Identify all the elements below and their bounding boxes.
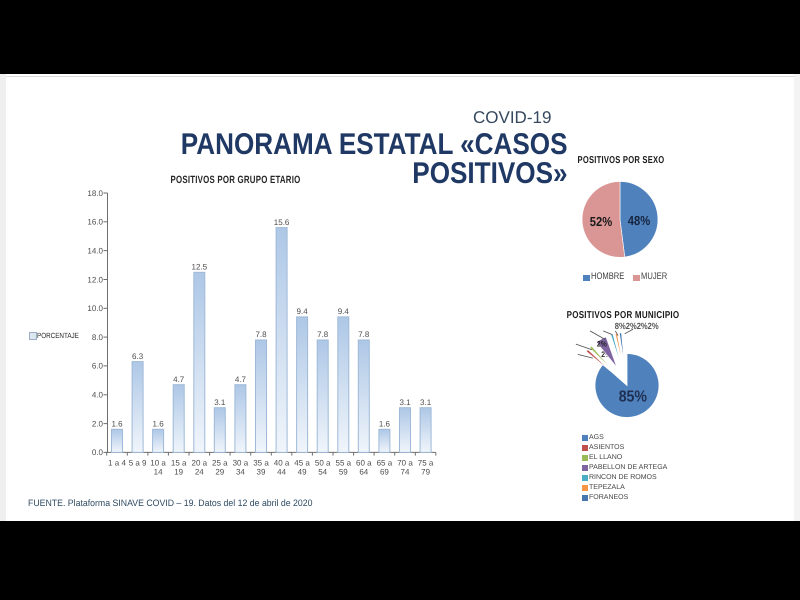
- svg-text:7.8: 7.8: [317, 330, 329, 339]
- svg-text:8%2%2%2%: 8%2%2%2%: [615, 321, 659, 331]
- svg-text:45 a: 45 a: [294, 459, 310, 468]
- svg-text:79: 79: [421, 468, 430, 477]
- svg-text:35 a: 35 a: [253, 459, 269, 468]
- svg-text:44: 44: [277, 468, 286, 477]
- svg-text:40 a: 40 a: [274, 459, 290, 468]
- svg-text:4.7: 4.7: [235, 375, 247, 384]
- svg-text:60 a: 60 a: [356, 459, 372, 468]
- svg-text:6.0: 6.0: [92, 362, 104, 371]
- svg-text:49: 49: [298, 468, 307, 477]
- svg-text:2.0: 2.0: [92, 419, 104, 428]
- svg-text:75 a: 75 a: [418, 459, 434, 468]
- svg-text:1 a 4: 1 a 4: [108, 459, 126, 468]
- svg-text:9.4: 9.4: [297, 307, 309, 316]
- svg-text:12.0: 12.0: [87, 275, 103, 284]
- svg-text:59: 59: [339, 468, 348, 477]
- svg-text:7.8: 7.8: [358, 330, 370, 339]
- svg-text:70 a: 70 a: [397, 459, 413, 468]
- svg-text:14: 14: [154, 468, 163, 477]
- svg-text:8.0: 8.0: [92, 333, 104, 342]
- svg-text:74: 74: [401, 468, 410, 477]
- svg-text:0.0: 0.0: [92, 448, 104, 457]
- svg-text:12.5: 12.5: [192, 263, 208, 272]
- svg-text:7.8: 7.8: [255, 330, 267, 339]
- svg-text:29: 29: [215, 468, 224, 477]
- svg-text:10.0: 10.0: [87, 304, 103, 313]
- svg-text:1.6: 1.6: [111, 420, 123, 429]
- svg-text:3.1: 3.1: [214, 398, 226, 407]
- svg-text:34: 34: [236, 468, 245, 477]
- svg-text:3.1: 3.1: [399, 398, 411, 407]
- svg-text:5 a 9: 5 a 9: [129, 459, 147, 468]
- svg-text:19: 19: [174, 468, 183, 477]
- svg-text:10 a: 10 a: [150, 459, 166, 468]
- svg-text:14.0: 14.0: [87, 246, 103, 255]
- svg-text:15.6: 15.6: [274, 218, 290, 227]
- svg-text:30 a: 30 a: [233, 459, 249, 468]
- svg-text:25 a: 25 a: [212, 459, 228, 468]
- svg-text:16.0: 16.0: [87, 218, 103, 227]
- svg-text:55 a: 55 a: [336, 459, 352, 468]
- svg-text:69: 69: [380, 468, 389, 477]
- svg-text:64: 64: [359, 468, 368, 477]
- svg-text:15 a: 15 a: [171, 459, 187, 468]
- svg-text:18.0: 18.0: [87, 189, 103, 198]
- svg-text:1.6: 1.6: [379, 420, 391, 429]
- svg-text:1.6: 1.6: [153, 420, 165, 429]
- svg-text:39: 39: [257, 468, 266, 477]
- svg-text:54: 54: [318, 468, 327, 477]
- svg-text:50 a: 50 a: [315, 459, 331, 468]
- svg-text:85%: 85%: [619, 389, 647, 406]
- svg-text:6.3: 6.3: [132, 352, 144, 361]
- svg-text:3.1: 3.1: [420, 398, 432, 407]
- svg-text:4.7: 4.7: [173, 375, 185, 384]
- svg-text:65 a: 65 a: [377, 459, 393, 468]
- svg-text:2%: 2%: [597, 339, 607, 348]
- svg-text:4.0: 4.0: [92, 391, 104, 400]
- svg-text:24: 24: [195, 468, 204, 477]
- svg-text:9.4: 9.4: [338, 307, 350, 316]
- svg-text:20 a: 20 a: [192, 459, 208, 468]
